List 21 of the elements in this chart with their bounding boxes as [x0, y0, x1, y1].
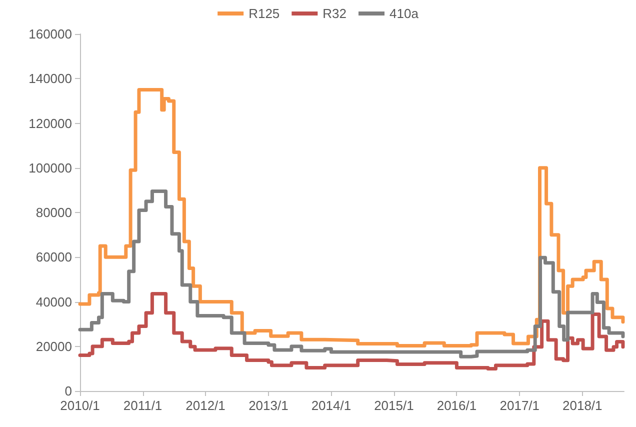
x-tick-label: 2017/1 — [500, 398, 540, 413]
y-tick-label: 80000 — [36, 205, 72, 220]
x-tick-label: 2011/1 — [123, 398, 162, 413]
x-tick-label: 2015/1 — [374, 398, 414, 413]
y-tick-label: 120000 — [28, 116, 72, 131]
legend-label: 410a — [390, 6, 420, 21]
y-tick-label: 20000 — [36, 338, 72, 354]
legend-label: R32 — [322, 6, 347, 21]
y-tick-label: 140000 — [28, 71, 72, 86]
y-tick-label: 0 — [64, 384, 72, 398]
x-tick-label: 2014/1 — [311, 398, 352, 413]
x-tick-label: 2010/1 — [60, 398, 100, 413]
x-tick-label: 2012/1 — [186, 398, 226, 413]
y-tick-label: 40000 — [36, 294, 72, 310]
y-tick-label: 160000 — [28, 26, 72, 42]
x-tick-label: 2013/1 — [248, 398, 288, 413]
x-tick-label: 2016/1 — [436, 398, 477, 413]
x-tick-label: 2018/1 — [562, 398, 602, 413]
y-tick-label: 60000 — [36, 250, 72, 265]
legend-label: R125 — [248, 6, 280, 21]
y-tick-label: 100000 — [28, 160, 72, 176]
